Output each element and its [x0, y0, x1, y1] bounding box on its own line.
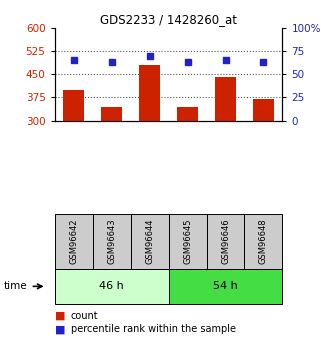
Bar — [177, 107, 198, 121]
Bar — [63, 90, 84, 121]
Bar — [215, 77, 236, 121]
Bar — [101, 107, 122, 121]
Text: GSM96643: GSM96643 — [107, 219, 116, 264]
Text: ■: ■ — [55, 325, 65, 334]
Text: ■: ■ — [55, 311, 65, 321]
Bar — [139, 65, 160, 121]
Text: 54 h: 54 h — [213, 282, 238, 291]
Text: GSM96646: GSM96646 — [221, 219, 230, 264]
Text: GSM96644: GSM96644 — [145, 219, 154, 264]
Text: GSM96648: GSM96648 — [259, 219, 268, 264]
Bar — [253, 99, 274, 121]
Title: GDS2233 / 1428260_at: GDS2233 / 1428260_at — [100, 13, 237, 27]
Text: GSM96642: GSM96642 — [69, 219, 78, 264]
Text: percentile rank within the sample: percentile rank within the sample — [71, 325, 236, 334]
Text: GSM96645: GSM96645 — [183, 219, 192, 264]
Text: count: count — [71, 311, 98, 321]
Text: time: time — [3, 282, 27, 291]
Text: 46 h: 46 h — [99, 282, 124, 291]
